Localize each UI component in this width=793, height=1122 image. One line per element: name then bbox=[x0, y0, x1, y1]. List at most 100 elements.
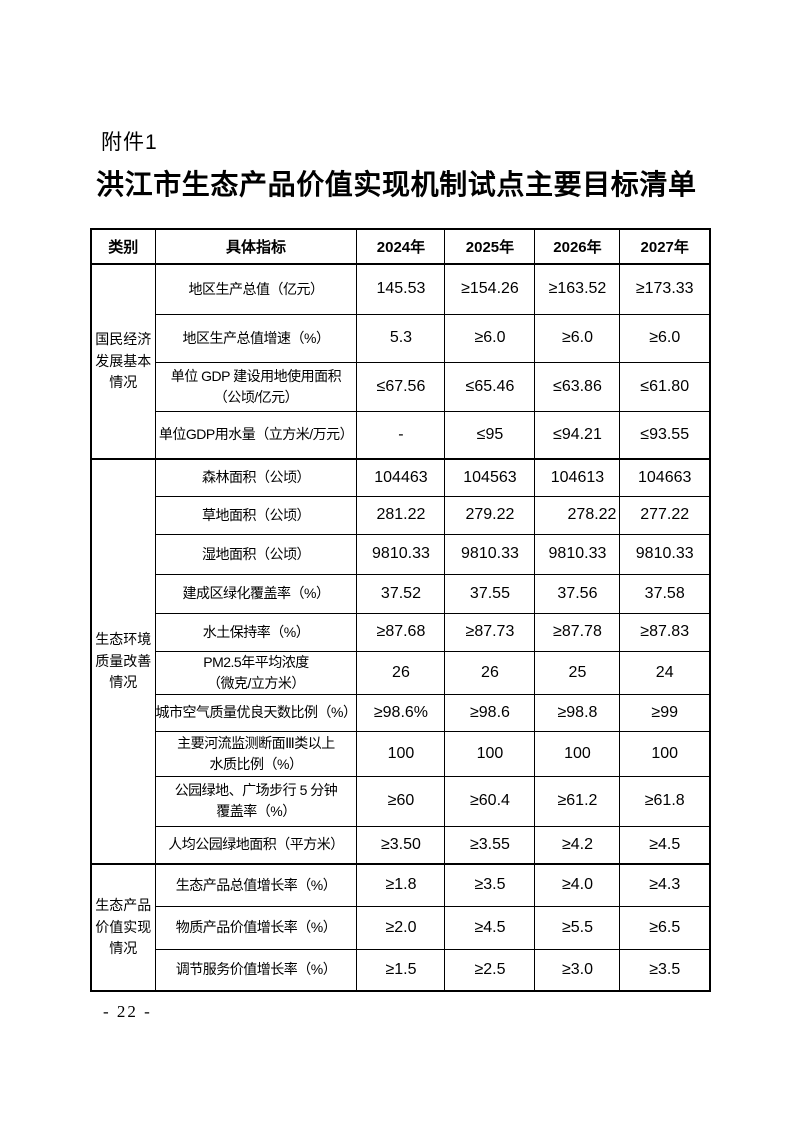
indicator-cell: 建成区绿化覆盖率（%） bbox=[154, 573, 358, 614]
value-cell: ≥4.2 bbox=[534, 825, 621, 865]
value-cell: ≥60 bbox=[356, 775, 446, 827]
indicator-cell: 单位 GDP 建设用地使用面积 （公顷/亿元） bbox=[154, 361, 358, 412]
indicator-cell: 调节服务价值增长率（%） bbox=[154, 948, 358, 992]
indicator-cell: 人均公园绿地面积（平方米） bbox=[154, 825, 358, 865]
value-cell: 26 bbox=[444, 650, 536, 695]
indicator-cell: PM2.5年平均浓度 （微克/立方米） bbox=[154, 650, 358, 695]
table-row: 物质产品价值增长率（%） ≥2.0 ≥4.5 ≥5.5 ≥6.5 bbox=[91, 905, 711, 950]
value-cell: ≥2.0 bbox=[356, 905, 446, 950]
indicator-cell: 地区生产总值增速（%） bbox=[154, 313, 358, 363]
value-cell: ≤65.46 bbox=[444, 361, 536, 412]
value-cell: ≥98.6% bbox=[356, 693, 446, 732]
table-row: 生态环境质量改善情况 森林面积（公顷） 104463 104563 104613 1046… bbox=[90, 458, 711, 865]
table-row: 生态产品价值实现情况 生态产品总值增长率（%） ≥1.8 ≥3.5 ≥4.0 ≥4.3 bbox=[90, 863, 711, 992]
value-cell: ≤95 bbox=[444, 410, 536, 460]
value-cell: ≥154.26 bbox=[444, 263, 536, 315]
indicator-cell: 地区生产总值（亿元） bbox=[154, 263, 358, 315]
header-year-2024: 2024年 bbox=[356, 228, 446, 265]
value-cell: 9810.33 bbox=[619, 533, 711, 575]
page-number: - 22 - bbox=[103, 1002, 152, 1021]
category-cell: 生态产品价值实现情况 bbox=[90, 863, 156, 992]
indicator-cell: 城市空气质量优良天数比例（%） bbox=[154, 693, 358, 732]
value-cell: ≥3.0 bbox=[534, 948, 621, 992]
value-cell: ≥61.2 bbox=[534, 775, 621, 827]
value-cell: ≥1.8 bbox=[356, 863, 446, 907]
table-row: 国民经济发展基本情况 地区生产总值（亿元） 145.53 ≥154.26 ≥163.52… bbox=[90, 263, 711, 460]
value-cell: 37.56 bbox=[534, 573, 621, 614]
value-cell: 278.22 bbox=[534, 495, 621, 535]
value-cell: ≥173.33 bbox=[619, 263, 711, 315]
table-row: 主要河流监测断面Ⅲ类以上 水质比例（%） 100 100 100 100 bbox=[91, 730, 711, 777]
value-cell: 104663 bbox=[619, 458, 711, 497]
value-cell: 104613 bbox=[534, 458, 621, 497]
table-row: 水土保持率（%） ≥87.68 ≥87.73 ≥87.78 ≥87.83 bbox=[91, 612, 711, 652]
value-cell: 26 bbox=[356, 650, 446, 695]
attachment-label: 附件1 bbox=[101, 131, 158, 154]
value-cell: 37.55 bbox=[444, 573, 536, 614]
value-cell: 104563 bbox=[444, 458, 536, 497]
value-cell: ≥4.5 bbox=[619, 825, 711, 865]
header-row: 类别 具体指标 2024年 2025年 2026年 2027年 bbox=[90, 228, 711, 265]
value-cell: 104463 bbox=[356, 458, 446, 497]
value-cell: ≥6.0 bbox=[619, 313, 711, 363]
value-cell: ≥87.68 bbox=[356, 612, 446, 652]
value-cell: 279.22 bbox=[444, 495, 536, 535]
indicator-cell: 物质产品价值增长率（%） bbox=[154, 905, 358, 950]
value-cell: ≥60.4 bbox=[444, 775, 536, 827]
value-cell: 9810.33 bbox=[356, 533, 446, 575]
value-cell: 24 bbox=[619, 650, 711, 695]
value-cell: 37.52 bbox=[356, 573, 446, 614]
value-cell: 100 bbox=[534, 730, 621, 777]
indicator-cell: 单位GDP用水量（立方米/万元） bbox=[154, 410, 358, 460]
table-row: 人均公园绿地面积（平方米） ≥3.50 ≥3.55 ≥4.2 ≥4.5 bbox=[91, 825, 711, 865]
table-row: 调节服务价值增长率（%） ≥1.5 ≥2.5 ≥3.0 ≥3.5 bbox=[91, 948, 711, 992]
value-cell: ≥3.50 bbox=[356, 825, 446, 865]
indicator-cell: 草地面积（公顷） bbox=[154, 495, 358, 535]
value-cell: ≥6.0 bbox=[444, 313, 536, 363]
table-row: 单位 GDP 建设用地使用面积 （公顷/亿元） ≤67.56 ≤65.46 ≤63.8… bbox=[91, 361, 711, 412]
indicator-cell: 公园绿地、广场步行 5 分钟 覆盖率（%） bbox=[154, 775, 358, 827]
value-cell: ≥4.3 bbox=[619, 863, 711, 907]
table-header: 类别 具体指标 2024年 2025年 2026年 2027年 bbox=[90, 228, 711, 265]
targets-table: 类别 具体指标 2024年 2025年 2026年 2027年 国民经济发展基本… bbox=[90, 228, 711, 992]
value-cell: ≥3.5 bbox=[619, 948, 711, 992]
value-cell: ≤61.80 bbox=[619, 361, 711, 412]
value-cell: 277.22 bbox=[619, 495, 711, 535]
table-row: 建成区绿化覆盖率（%） 37.52 37.55 37.56 37.58 bbox=[91, 573, 711, 614]
value-cell: 25 bbox=[534, 650, 621, 695]
value-cell: 9810.33 bbox=[534, 533, 621, 575]
value-cell: ≥87.78 bbox=[534, 612, 621, 652]
indicator-cell: 主要河流监测断面Ⅲ类以上 水质比例（%） bbox=[154, 730, 358, 777]
value-cell: ≥6.5 bbox=[619, 905, 711, 950]
value-cell: 100 bbox=[444, 730, 536, 777]
table-row: 公园绿地、广场步行 5 分钟 覆盖率（%） ≥60 ≥60.4 ≥61.2 ≥61.8 bbox=[91, 775, 711, 827]
header-indicator: 具体指标 bbox=[154, 228, 358, 265]
value-cell: ≥98.6 bbox=[444, 693, 536, 732]
value-cell: ≥98.8 bbox=[534, 693, 621, 732]
value-cell: ≤94.21 bbox=[534, 410, 621, 460]
header-year-2025: 2025年 bbox=[444, 228, 536, 265]
value-cell: ≥3.5 bbox=[444, 863, 536, 907]
table-row: PM2.5年平均浓度 （微克/立方米） 26 26 25 24 bbox=[91, 650, 711, 695]
value-cell: ≥87.83 bbox=[619, 612, 711, 652]
table-body: 国民经济发展基本情况 地区生产总值（亿元） 145.53 ≥154.26 ≥163.52… bbox=[90, 263, 711, 992]
category-cell: 生态环境质量改善情况 bbox=[90, 458, 156, 865]
value-cell: ≥6.0 bbox=[534, 313, 621, 363]
table-row: 湿地面积（公顷） 9810.33 9810.33 9810.33 9810.33 bbox=[91, 533, 711, 575]
value-cell: 5.3 bbox=[356, 313, 446, 363]
table-row: 草地面积（公顷） 281.22 279.22 278.22 277.22 bbox=[91, 495, 711, 535]
indicator-cell: 生态产品总值增长率（%） bbox=[154, 863, 358, 907]
value-cell: 100 bbox=[619, 730, 711, 777]
category-cell: 国民经济发展基本情况 bbox=[90, 263, 156, 460]
header-year-2026: 2026年 bbox=[534, 228, 621, 265]
value-cell: ≥163.52 bbox=[534, 263, 621, 315]
value-cell: - bbox=[356, 410, 446, 460]
value-cell: 281.22 bbox=[356, 495, 446, 535]
value-cell: ≤93.55 bbox=[619, 410, 711, 460]
indicator-cell: 湿地面积（公顷） bbox=[154, 533, 358, 575]
value-cell: ≥3.55 bbox=[444, 825, 536, 865]
value-cell: ≤63.86 bbox=[534, 361, 621, 412]
value-cell: 37.58 bbox=[619, 573, 711, 614]
value-cell: ≥4.0 bbox=[534, 863, 621, 907]
value-cell: ≤67.56 bbox=[356, 361, 446, 412]
